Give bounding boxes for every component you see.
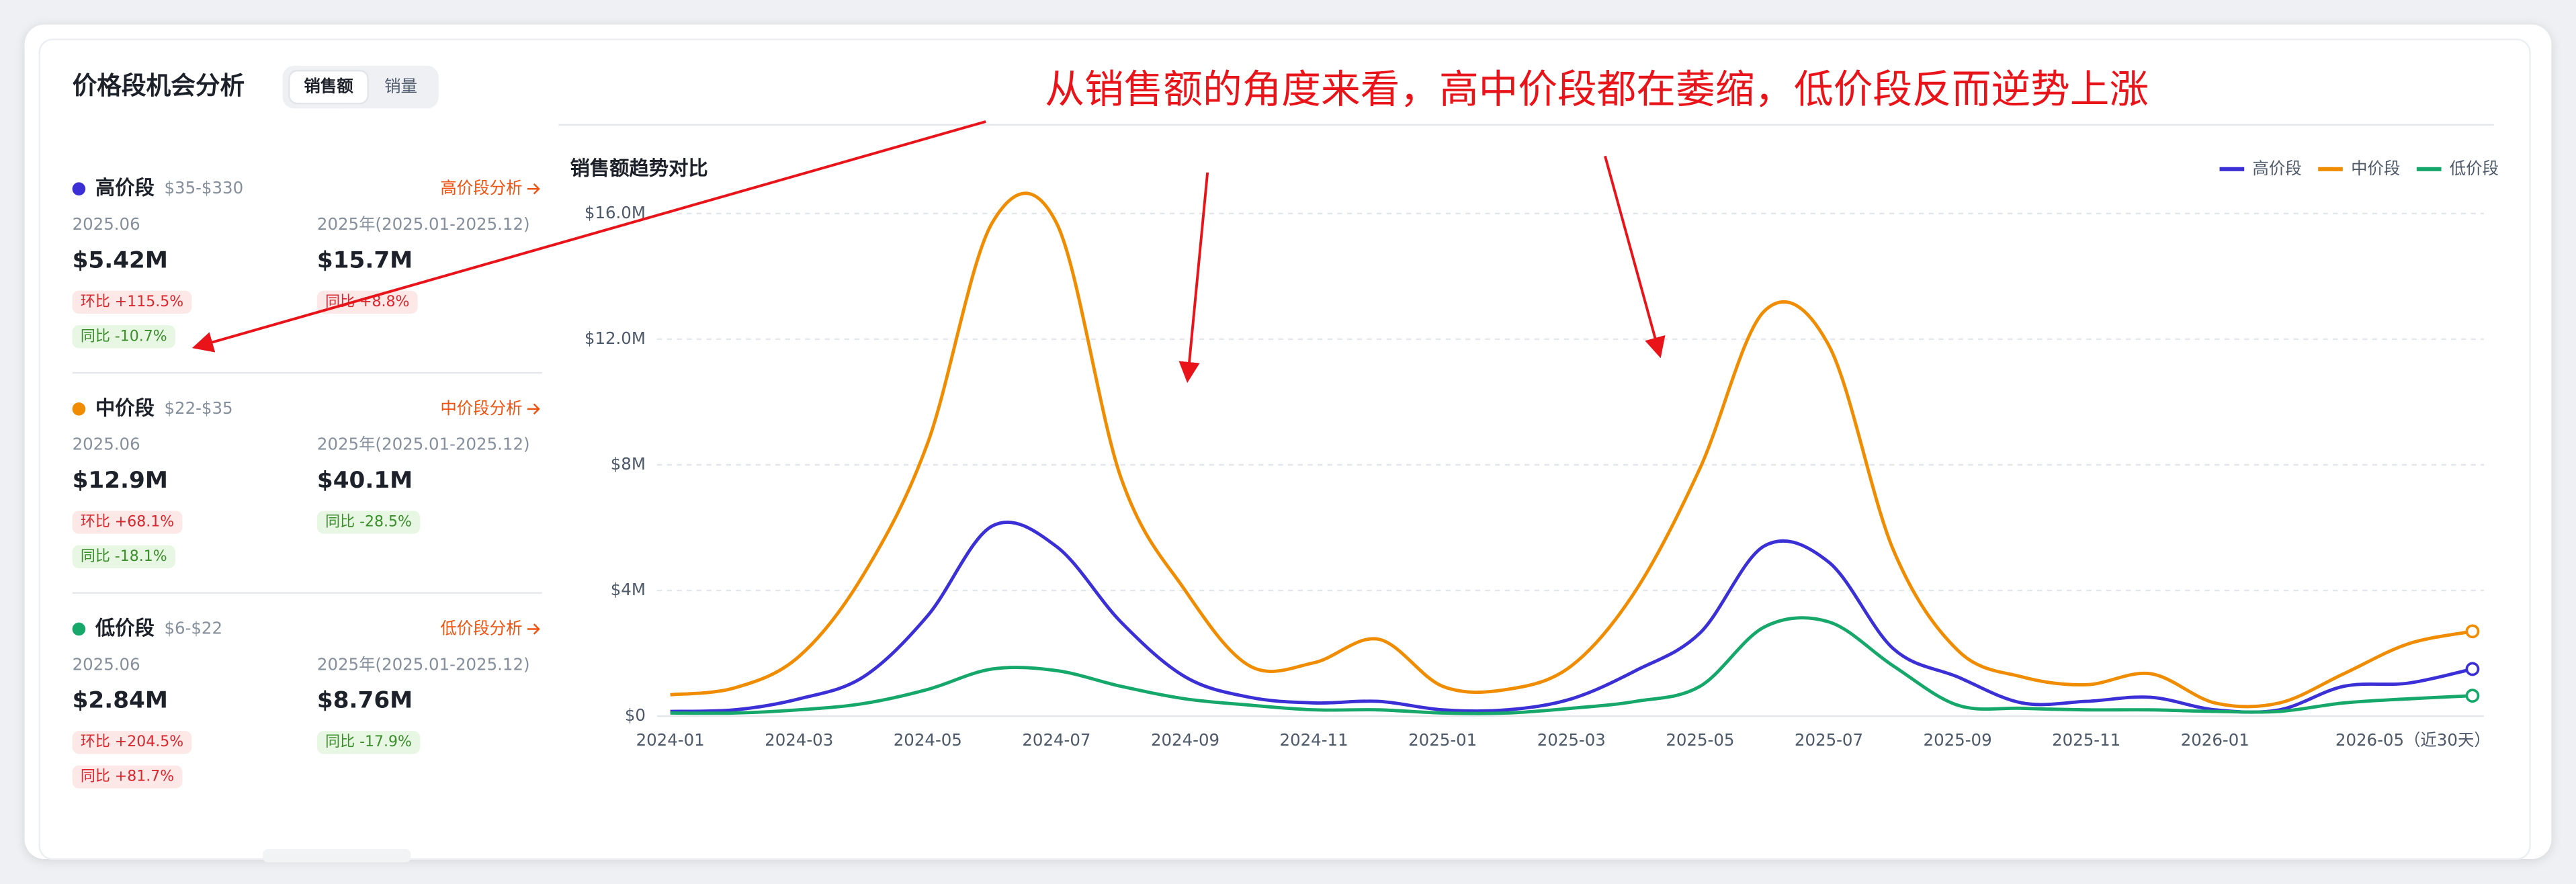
badge <box>316 290 418 314</box>
x-tick-label: 2024-09 <box>1151 730 1219 750</box>
legend-label: 低价段 <box>2450 159 2499 178</box>
tab-active[interactable] <box>288 69 369 105</box>
series-line <box>670 616 2473 715</box>
month-value: $2.84M <box>73 687 168 714</box>
segment-dot <box>72 622 86 636</box>
badge <box>72 325 175 349</box>
segment-link[interactable]: 低价段分析 <box>440 619 522 638</box>
series-line <box>670 521 2473 714</box>
page-title: 价格段机会分析 <box>73 71 245 100</box>
legend-label: 中价段 <box>2351 159 2400 178</box>
x-tick-label: 2025-09 <box>1924 730 1992 750</box>
link-arrow <box>527 183 540 195</box>
year-label: 2025年(2025.01-2025.12) <box>317 214 530 234</box>
badge-text: 同比 -18.1% <box>81 548 167 565</box>
end-marker <box>2465 662 2480 676</box>
tab[interactable]: 销量 <box>384 77 417 96</box>
y-tick-label: $8M <box>611 454 646 474</box>
badge <box>72 545 175 569</box>
year-value: $15.7M <box>317 247 413 273</box>
legend: 低价段 中价段 高价段 <box>2219 159 2499 178</box>
x-tick-label: 2024-11 <box>1280 730 1348 750</box>
month-label: 2025.06 <box>73 654 140 674</box>
year-value: $40.1M <box>317 467 413 494</box>
segment-link[interactable]: 高价段分析 <box>440 178 522 197</box>
badge <box>316 511 421 534</box>
y-tick-label: $0 <box>625 705 646 725</box>
x-tick-label: 2024-05 <box>894 730 962 750</box>
month-label: 2025.06 <box>73 214 140 234</box>
badge <box>72 511 183 534</box>
segment-link[interactable]: 中价段分析 <box>440 398 522 418</box>
segment-name: 中价段 <box>95 396 155 419</box>
badge-text: 同比 -10.7% <box>81 328 167 345</box>
card <box>38 38 2531 860</box>
link-arrow <box>527 403 540 415</box>
y-tick-label: $16.0M <box>585 203 646 222</box>
badge-text: 同比 +8.8% <box>325 294 409 310</box>
segment-name: 高价段 <box>95 177 155 200</box>
end-marker <box>2465 624 2480 639</box>
badge-text: 环比 +68.1% <box>81 514 174 531</box>
y-tick-label: $12.0M <box>585 328 646 348</box>
cut-off-tab <box>263 849 411 863</box>
badge-text: 同比 +81.7% <box>81 768 174 785</box>
badge-text: 同比 -17.9% <box>325 734 412 750</box>
x-tick-label: 2024-07 <box>1022 730 1090 750</box>
year-value: $8.76M <box>317 687 413 714</box>
badge-text: 环比 +115.5% <box>81 294 183 310</box>
x-tick-label: 2025-11 <box>2052 730 2120 750</box>
x-tick-label: 2025-03 <box>1537 730 1606 750</box>
chart-title: 销售额趋势对比 <box>570 157 707 179</box>
month-value: $5.42M <box>73 247 168 273</box>
arrow <box>191 120 986 353</box>
arrow <box>1178 172 1209 384</box>
end-marker <box>2465 689 2480 703</box>
x-tick-label: 2026-01 <box>2181 730 2249 750</box>
segment-range: $35-$330 <box>164 178 243 197</box>
badge <box>72 731 192 754</box>
link-arrow <box>527 623 540 635</box>
annotation: 从销售额的角度来看，高中价段都在萎缩，低价段反而逆势上涨 <box>1045 67 2149 112</box>
year-label: 2025年(2025.01-2025.12) <box>317 654 530 674</box>
badge <box>316 731 421 754</box>
month-label: 2025.06 <box>73 435 140 454</box>
badge <box>72 765 183 789</box>
badge <box>72 290 192 314</box>
badge-text: 环比 +204.5% <box>81 734 183 750</box>
tab[interactable]: 销售额 <box>304 77 353 96</box>
segment-dot <box>72 402 86 416</box>
y-tick-label: $4M <box>611 580 646 599</box>
x-tick-label: 2025-05 <box>1666 730 1734 750</box>
segment-range: $6-$22 <box>164 619 222 638</box>
x-tick-label: 2025-01 <box>1408 730 1477 750</box>
arrows <box>191 120 1666 384</box>
arrow <box>1604 155 1666 359</box>
month-value: $12.9M <box>73 467 168 494</box>
segment-dot <box>72 182 86 195</box>
x-tick-label: 2024-03 <box>765 730 833 750</box>
legend-label: 高价段 <box>2252 159 2301 178</box>
x-tick-label: 2026-05（近30天） <box>2335 730 2491 750</box>
series-line <box>670 191 2473 709</box>
chart: $0 $4M $8M $12.0M $16.0M 2024-01 2024-03 2024-0… <box>585 159 2499 750</box>
badge-text: 同比 -28.5% <box>325 514 412 531</box>
year-label: 2025年(2025.01-2025.12) <box>317 435 530 454</box>
segment-panel: 高价段 $35-$330 高价段分析 2025.06 2025年(2025.01-202… <box>72 177 542 789</box>
x-tick-label: 2024-01 <box>636 730 705 750</box>
segment-name: 低价段 <box>95 617 155 639</box>
x-tick-label: 2025-07 <box>1795 730 1863 750</box>
segment-range: $22-$35 <box>164 398 232 418</box>
